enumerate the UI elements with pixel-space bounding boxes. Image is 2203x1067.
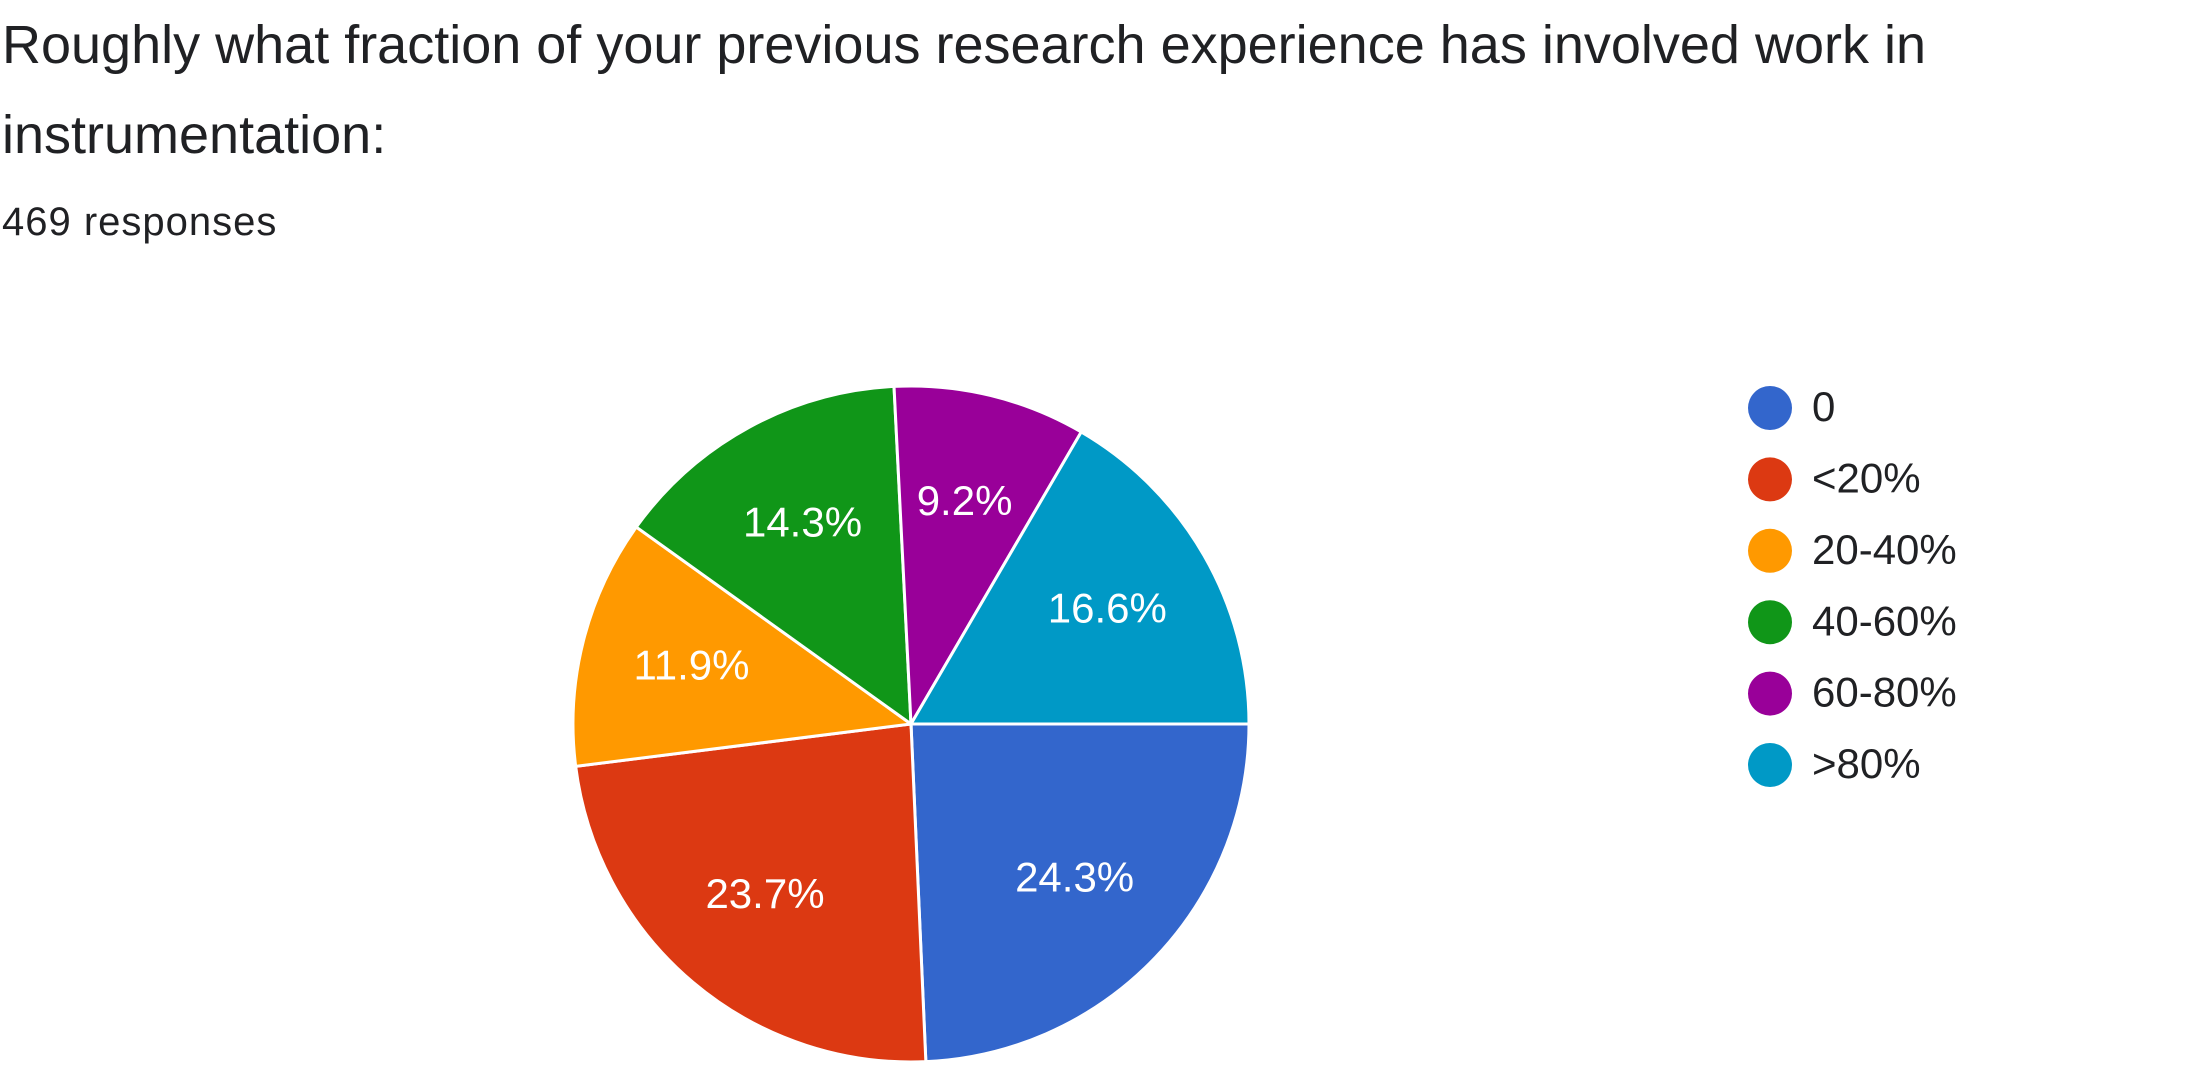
legend-label: 20-40% [1812, 526, 1957, 573]
pie-slice [908, 429, 1251, 726]
data-label: 23.7% [705, 870, 824, 917]
chart-title: Roughly what fraction of your previous r… [2, 15, 1926, 165]
legend-label: 40-60% [1812, 597, 1957, 644]
legend-label: <20% [1812, 454, 1921, 501]
pie-slice [909, 722, 1251, 1064]
legend-label: 60-80% [1812, 669, 1957, 716]
legend-label: 0 [1812, 383, 1835, 430]
legend-marker [1748, 671, 1792, 716]
legend-marker [1748, 386, 1792, 430]
legend-marker [1748, 600, 1792, 645]
data-label: 11.9% [633, 641, 749, 688]
pie-slice [573, 722, 928, 1064]
legend-marker [1748, 528, 1792, 573]
chart-subtitle: 469 responses [2, 200, 278, 244]
legend-marker [1748, 743, 1792, 787]
pie-slice [634, 384, 913, 728]
data-label: 24.3% [1015, 854, 1134, 901]
legend-marker [1748, 457, 1792, 502]
data-label: 14.3% [743, 498, 862, 545]
data-label: 9.2% [917, 477, 1013, 524]
legend-label: >80% [1812, 740, 1921, 787]
pie-slice [892, 384, 1084, 730]
pie-slice [571, 524, 915, 769]
data-label: 16.6% [1048, 584, 1167, 631]
